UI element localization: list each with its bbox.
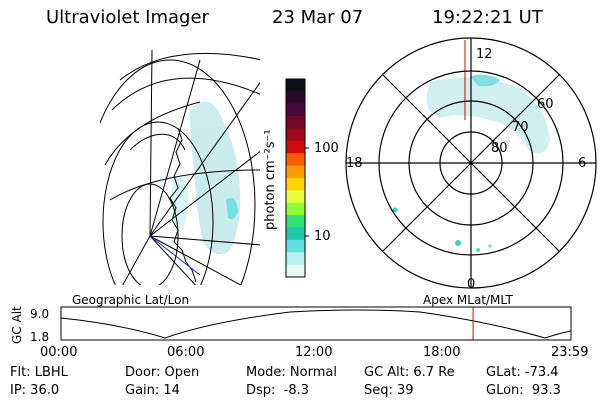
timeline-tick-0000: 00:00 bbox=[40, 345, 78, 360]
colorbar-tick-100: 100 bbox=[314, 141, 339, 156]
status-seq: Seq: 39 bbox=[364, 383, 414, 398]
date-label: 23 Mar 07 bbox=[272, 7, 364, 28]
timeline-tick-0600: 06:00 bbox=[167, 345, 205, 360]
polar-mlt-0: 0 bbox=[467, 277, 476, 292]
geographic-map bbox=[100, 50, 260, 285]
colorbar-segment bbox=[286, 103, 305, 117]
colorbar-frame bbox=[285, 78, 306, 278]
timeline-tick-1200: 12:00 bbox=[295, 345, 333, 360]
status-ip: IP: 36.0 bbox=[10, 383, 60, 398]
polar-mlt-18: 18 bbox=[346, 156, 363, 171]
colorbar-segment bbox=[286, 252, 305, 266]
colorbar-segment bbox=[286, 215, 305, 228]
colorbar-segment bbox=[286, 91, 305, 105]
status-door: Door: Open bbox=[125, 365, 200, 380]
polar-plot bbox=[345, 37, 597, 289]
colorbar-segment bbox=[286, 202, 305, 216]
polar-lat-80: 80 bbox=[491, 141, 508, 156]
timeline-tick-2359: 23:59 bbox=[551, 345, 589, 360]
colorbar-segment bbox=[286, 165, 305, 179]
colorbar-segment bbox=[286, 79, 305, 92]
timeline-frame bbox=[60, 306, 572, 341]
colorbar-segment bbox=[286, 239, 305, 253]
instrument-title: Ultraviolet Imager bbox=[46, 7, 209, 28]
aurora-emission-polar bbox=[392, 74, 550, 252]
polar-lat-70: 70 bbox=[512, 120, 529, 135]
colorbar-segment bbox=[286, 116, 305, 129]
colorbar-unit-label: photon cm⁻²s⁻¹ bbox=[263, 129, 278, 230]
altitude-curve bbox=[60, 309, 572, 339]
status-filter: Flt: LBHL bbox=[10, 365, 68, 380]
polar-lat-60: 60 bbox=[537, 97, 554, 112]
colorbar-segment bbox=[286, 190, 305, 204]
orbit-timeline bbox=[60, 306, 572, 341]
status-glat: GLat: -73.4 bbox=[486, 365, 559, 380]
polar-mlt-6: 6 bbox=[578, 156, 587, 171]
time-label: 19:22:21 UT bbox=[432, 7, 543, 28]
terminator-line bbox=[149, 235, 201, 276]
timeline-tick-1800: 18:00 bbox=[423, 345, 461, 360]
timeline-y-max: 9.0 bbox=[30, 307, 50, 321]
coastline bbox=[169, 127, 197, 283]
timeline-axis-label: GC Alt bbox=[10, 306, 24, 344]
colorbar-segment bbox=[286, 140, 305, 154]
timeline-left-title: Geographic Lat/Lon bbox=[72, 293, 190, 307]
status-gc-alt: GC Alt: 6.7 Re bbox=[364, 365, 455, 380]
status-gain: Gain: 14 bbox=[125, 383, 180, 398]
timeline-y-min: 1.8 bbox=[30, 330, 50, 344]
polar-diagonal-2 bbox=[382, 74, 560, 252]
timeline-right-title: Apex MLat/MLT bbox=[423, 293, 513, 307]
status-glon: GLon: 93.3 bbox=[486, 383, 561, 398]
map-grid bbox=[100, 50, 260, 285]
intensity-colorbar bbox=[285, 78, 306, 278]
colorbar-segment bbox=[286, 227, 305, 241]
colorbar-segment bbox=[286, 128, 305, 142]
colorbar-segment bbox=[286, 264, 305, 278]
colorbar-segment bbox=[286, 178, 305, 191]
colorbar-segment bbox=[286, 153, 305, 167]
status-dsp: Dsp: -8.3 bbox=[246, 383, 310, 398]
colorbar-ticks bbox=[305, 147, 309, 237]
colorbar-tick-10: 10 bbox=[314, 229, 331, 244]
status-mode: Mode: Normal bbox=[246, 365, 337, 380]
polar-mlt-12: 12 bbox=[476, 47, 493, 62]
